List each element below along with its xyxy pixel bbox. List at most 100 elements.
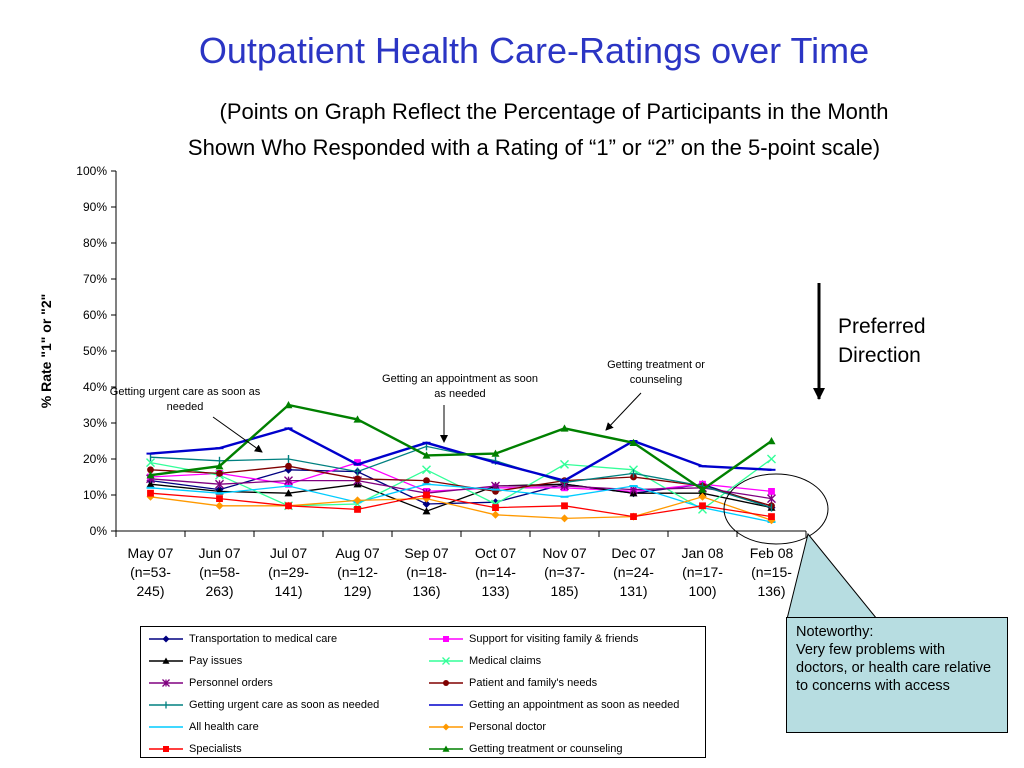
series-line [150, 427, 772, 482]
legend-label: Getting urgent care as soon as needed [189, 699, 380, 711]
data-point [422, 451, 431, 459]
x-tick-label: 131) [619, 583, 647, 599]
preferred-line-2: Direction [838, 344, 921, 367]
chart-title: Outpatient Health Care-Ratings over Time [198, 30, 870, 71]
data-point [146, 458, 155, 468]
data-point [767, 494, 776, 504]
data-point [768, 488, 775, 495]
data-point [215, 479, 224, 489]
data-point [284, 476, 293, 486]
x-tick-label: 129) [343, 583, 371, 599]
x-tick-label: 133) [481, 583, 509, 599]
x-tick-label: 136) [412, 583, 440, 599]
data-point [491, 510, 500, 519]
data-point [698, 492, 707, 501]
highlight-ellipse [723, 473, 829, 545]
legend-label: All health care [189, 721, 259, 733]
series-7 [146, 427, 776, 482]
data-point [216, 495, 223, 502]
x-tick-label: (n=53- [130, 564, 171, 580]
legend-label: Personnel orders [189, 677, 273, 689]
series-11 [146, 401, 776, 493]
series-3 [146, 454, 776, 514]
legend-label: Transportation to medical care [189, 633, 338, 645]
data-point [630, 513, 637, 520]
legend-swatch [429, 680, 463, 686]
x-tick-label: Oct 07 [475, 545, 516, 561]
data-point [699, 502, 706, 510]
series-line [150, 465, 772, 507]
x-tick-label: (n=15- [751, 564, 792, 580]
legend-swatch [149, 679, 183, 687]
x-tick-label: Jan 08 [681, 545, 723, 561]
chart-axes: 0% 10% 20% 30% 40% 50% 60% 70% 80% 90% 100% May 07 (… [38, 164, 807, 599]
y-tick-label: 50% [83, 344, 107, 358]
preferred-line-1: Preferred [838, 315, 926, 338]
data-point [422, 465, 431, 475]
legend-swatch [429, 745, 463, 752]
data-point [491, 449, 500, 457]
data-point [768, 513, 775, 520]
data-point [353, 415, 362, 423]
data-point [767, 454, 776, 464]
x-tick-label: 136) [757, 583, 785, 599]
noteworthy-title: Noteworthy: [796, 624, 874, 640]
annotation-urgent-care: Getting urgent care as soon as needed [109, 386, 261, 413]
annotation-arrow [605, 392, 642, 431]
legend-label: Getting an appointment as soon as needed [469, 699, 680, 711]
series-line [150, 483, 772, 512]
data-point [560, 514, 569, 523]
y-tick-label: 80% [83, 236, 107, 250]
x-tick-label: 100) [688, 583, 716, 599]
data-point [561, 502, 568, 510]
subtitle-line-2: Shown Who Responded with a Rating of “1”… [187, 135, 881, 160]
y-tick-label: 0% [90, 524, 108, 538]
x-tick-label: Aug 07 [335, 545, 380, 561]
legend-label: Support for visiting family & friends [469, 633, 639, 645]
x-tick-label: (n=17- [682, 564, 723, 580]
legend-swatch [149, 635, 183, 643]
x-tick-label: Nov 07 [542, 545, 587, 561]
x-tick-label: (n=58- [199, 564, 240, 580]
x-tick-label: Sep 07 [404, 545, 449, 561]
annotation-treatment: Getting treatment or counseling [607, 359, 705, 386]
x-tick-label: May 07 [128, 545, 174, 561]
y-tick-label: 30% [83, 416, 107, 430]
legend-swatch [149, 746, 183, 752]
y-tick-label: 60% [83, 308, 107, 322]
data-point [423, 477, 430, 484]
legend-swatch [149, 701, 183, 709]
chart-subtitle: (Points on Graph Reflect the Percentage … [0, 94, 1024, 166]
data-point [147, 489, 154, 497]
x-tick-label: (n=37- [544, 564, 585, 580]
data-point [285, 462, 292, 470]
data-point [285, 502, 292, 510]
data-point [560, 459, 569, 469]
x-tick-label: 245) [136, 583, 164, 599]
data-point [146, 480, 155, 488]
data-point [423, 491, 430, 499]
data-point [422, 500, 431, 508]
series-line [150, 483, 772, 523]
y-axis-label: % Rate "1" or "2" [38, 294, 54, 408]
data-point [492, 504, 499, 511]
series-line [150, 496, 772, 521]
series-10 [147, 489, 775, 520]
x-tick-label: 185) [550, 583, 578, 599]
data-point [146, 471, 155, 479]
data-point [353, 496, 362, 505]
x-tick-label: 263) [205, 583, 233, 599]
y-tick-label: 70% [83, 272, 107, 286]
data-point [354, 459, 361, 466]
legend-label: Medical claims [469, 655, 542, 667]
x-tick-label: Jun 07 [198, 545, 240, 561]
annotation-arrow [212, 416, 263, 453]
data-point [767, 437, 776, 445]
series-line [150, 403, 773, 492]
legend-label: Pay issues [189, 655, 243, 667]
y-tick-label: 100% [76, 164, 107, 178]
data-point [147, 466, 154, 474]
data-point [422, 507, 431, 515]
chart-series [146, 401, 776, 525]
legend-swatch [429, 704, 463, 706]
